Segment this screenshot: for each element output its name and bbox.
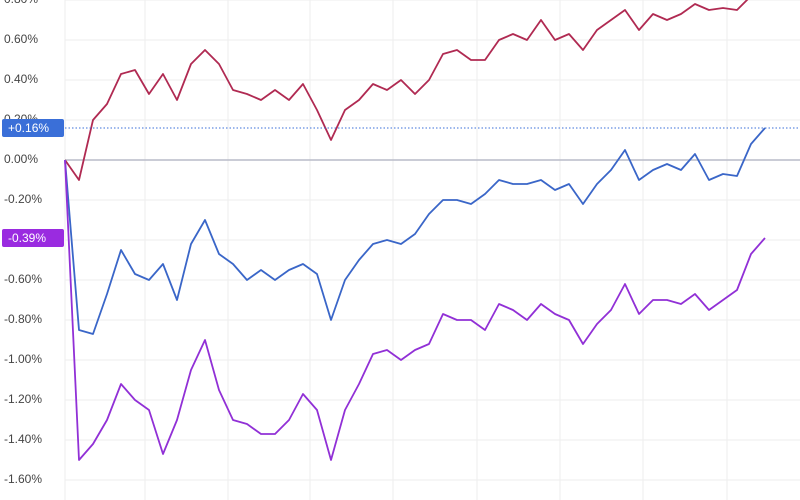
series-line xyxy=(64,0,749,181)
y-tick-label: -1.00% xyxy=(4,352,42,366)
y-tick-label: -0.80% xyxy=(4,312,42,326)
y-tick-label: -1.20% xyxy=(4,392,42,406)
badge xyxy=(2,229,64,247)
series-line xyxy=(64,127,766,335)
y-tick-label: 0.80% xyxy=(4,0,38,6)
badge-label: +0.16% xyxy=(8,121,49,135)
vertical-grid xyxy=(64,0,728,500)
y-tick-label: 0.60% xyxy=(4,32,38,46)
y-tick-label: -1.60% xyxy=(4,472,42,486)
y-tick-label: 0.40% xyxy=(4,72,38,86)
y-tick-label: -0.20% xyxy=(4,192,42,206)
badge-label: -0.39% xyxy=(8,231,46,245)
y-tick-label: -1.40% xyxy=(4,432,42,446)
y-tick-label: 0.00% xyxy=(4,152,38,166)
y-tick-label: -0.60% xyxy=(4,272,42,286)
series-line xyxy=(64,159,766,461)
badge xyxy=(2,119,64,137)
